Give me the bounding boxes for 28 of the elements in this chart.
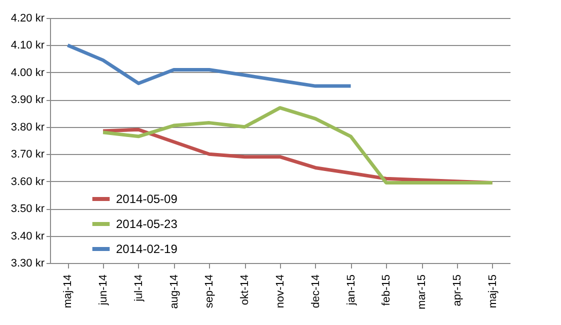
legend-label: 2014-05-23 [116, 217, 178, 231]
x-tick-label: okt-14 [239, 274, 252, 306]
y-tick-label: 4.20 kr [10, 12, 45, 24]
y-tick-label: 3.80 kr [10, 121, 45, 134]
legend-label: 2014-02-19 [116, 242, 178, 256]
y-tick-label: 4.00 kr [10, 66, 45, 79]
y-tick-label: 3.30 kr [10, 258, 45, 270]
x-tick-label: maj-14 [62, 274, 74, 308]
x-tick-label: jan-15 [345, 274, 358, 306]
line-series [66, 43, 353, 88]
y-tick-label: 3.70 kr [10, 148, 45, 161]
x-tick-label: sep-14 [204, 274, 216, 308]
legend-label: 2014-05-09 [116, 192, 178, 206]
y-tick-label: 3.40 kr [10, 230, 45, 242]
y-tick-label: 3.50 kr [10, 203, 45, 216]
x-tick-label: nov-14 [274, 274, 286, 308]
x-tick-label: mar-15 [416, 274, 428, 310]
x-tick-label: dec-14 [310, 274, 322, 308]
x-tick-label: jul-14 [132, 274, 145, 302]
x-tick-label: jun-14 [98, 274, 110, 306]
line-series [101, 106, 494, 184]
y-tick-label: 3.90 kr [10, 94, 45, 106]
y-tick-label: 4.10 kr [10, 40, 45, 52]
x-tick-label: maj-15 [486, 274, 499, 308]
x-tick-label: apr-15 [451, 274, 464, 306]
x-tick-label: feb-15 [380, 274, 393, 306]
y-tick-label: 3.60 kr [10, 176, 45, 188]
x-tick-label: aug-14 [168, 274, 180, 309]
